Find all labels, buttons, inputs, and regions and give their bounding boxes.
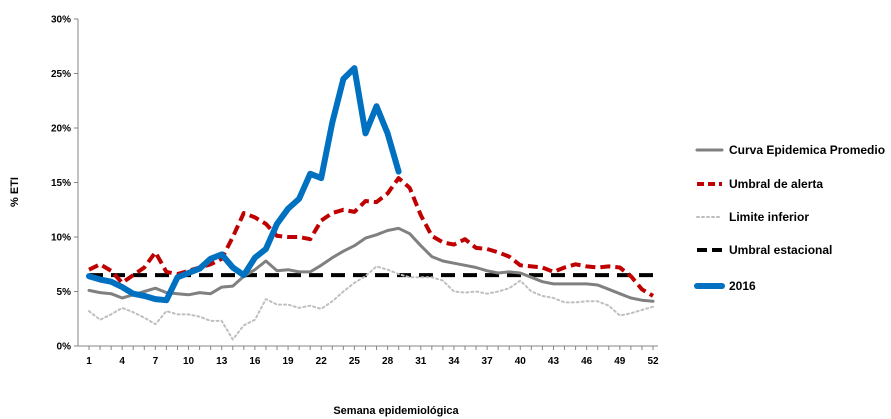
chart-axes: 0% 5% 10% 15% 20% 25% 30% 1 4 7 10 13 16 19 22 25 28 31 34…: [51, 15, 659, 368]
legend-label-umbral-de-alerta: Umbral de alerta: [729, 177, 823, 191]
chart-legend: Curva Epidemica Promedio Umbral de alerta…: [694, 143, 885, 293]
x-tick-label: 52: [647, 356, 659, 367]
y-tick-label: 5%: [57, 287, 72, 298]
legend-label-umbral-estacional: Umbral estacional: [729, 243, 832, 257]
x-tick-label: 34: [448, 356, 460, 367]
chart-series: [86, 65, 655, 341]
series-line-curva-epidemica-promedio: [87, 226, 655, 303]
x-axis-title: Semana epidemiológica: [333, 405, 459, 417]
x-tick-label: 22: [316, 356, 328, 367]
x-tick-label: 1: [86, 356, 92, 367]
legend-label-2016: 2016: [729, 279, 756, 293]
y-tick-label: 20%: [51, 124, 71, 135]
x-tick-label: 43: [548, 356, 560, 367]
series-line-2016: [86, 65, 402, 304]
x-tick-label: 46: [581, 356, 593, 367]
x-tick-label: 40: [515, 356, 527, 367]
x-tick-label: 31: [415, 356, 427, 367]
legend-label-curva-epidemica-promedio: Curva Epidemica Promedio: [729, 143, 885, 157]
x-tick-label: 16: [249, 356, 261, 367]
y-tick-label: 15%: [51, 178, 71, 189]
x-tick-label: 4: [119, 356, 125, 367]
y-tick-label: 25%: [51, 69, 71, 80]
x-tick-label: 10: [183, 356, 195, 367]
x-tick-label: 37: [482, 356, 494, 367]
x-tick-label: 7: [153, 356, 159, 367]
x-tick-label: 13: [216, 356, 228, 367]
y-axis-title: % ETI: [9, 177, 21, 207]
series-line-limite-inferior: [88, 265, 654, 341]
x-tick-label: 28: [382, 356, 394, 367]
y-tick-label: 30%: [51, 15, 71, 26]
x-tick-label: 19: [282, 356, 294, 367]
x-tick-label: 25: [349, 356, 361, 367]
x-tick-label: 49: [614, 356, 626, 367]
y-tick-label: 10%: [51, 233, 71, 244]
y-tick-label: 0%: [57, 342, 72, 353]
legend-label-limite-inferior: Limite inferior: [729, 210, 809, 224]
